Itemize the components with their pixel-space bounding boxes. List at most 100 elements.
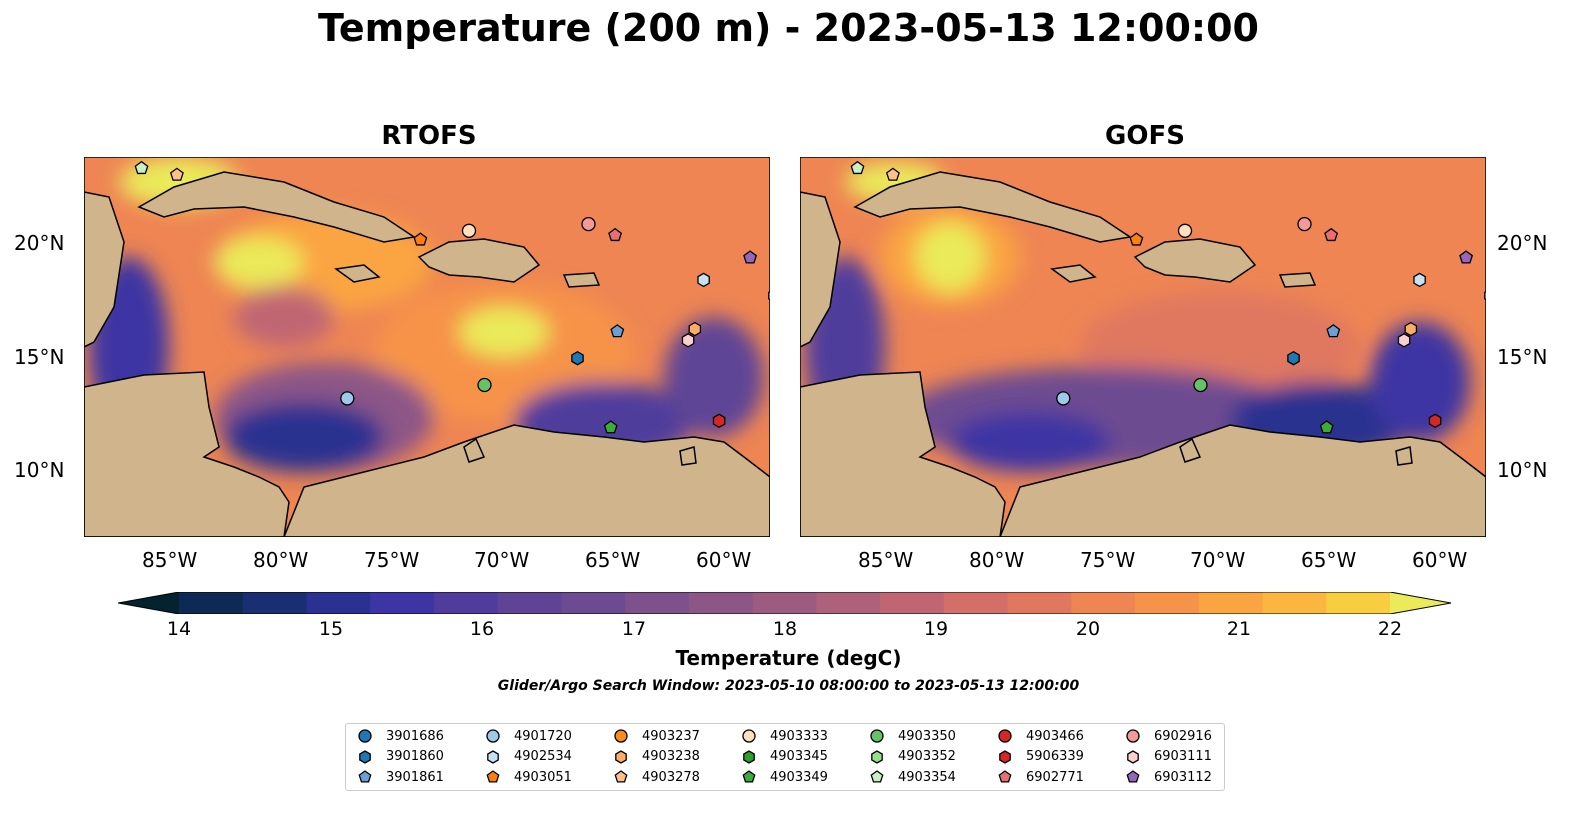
- float-marker-4903238: [688, 321, 702, 337]
- float-marker-4903352: [768, 290, 770, 301]
- colorbar-cell: [1198, 592, 1264, 614]
- float-marker-5906339: [712, 413, 726, 429]
- colorbar-label: Temperature (degC): [675, 646, 902, 670]
- float-marker-6902771: [608, 227, 623, 242]
- float-marker-4903354: [850, 160, 865, 175]
- pentagon-marker-icon: [614, 770, 628, 783]
- legend-label: 4903278: [642, 769, 700, 785]
- legend-label: 6903111: [1154, 749, 1212, 764]
- legend-item-4903333: 4903333: [738, 726, 828, 746]
- colorbar-cell: [1071, 592, 1136, 614]
- pentagon-marker-icon: [742, 770, 756, 783]
- colorbar-tick-label: 14: [166, 618, 192, 640]
- legend-label: 4903352: [898, 749, 956, 764]
- float-marker-4903349: [603, 420, 618, 434]
- float-marker-6903111: [681, 333, 695, 348]
- circle-marker-icon: [742, 729, 756, 743]
- legend-item-6902916: 6902916: [1122, 726, 1212, 746]
- map-panel-rtofs: [84, 157, 770, 537]
- colorbar: [118, 592, 1452, 614]
- circle-marker-icon: [486, 729, 500, 743]
- colorbar-tick-label: 16: [469, 618, 495, 640]
- float-marker-4903333: [461, 223, 477, 238]
- land: [417, 238, 541, 283]
- hexagon-marker-icon: [743, 749, 755, 764]
- lat-tick-label: 20°N: [1497, 231, 1548, 255]
- legend-label: 4903333: [770, 728, 828, 744]
- lat-tick-label: 15°N: [14, 345, 65, 369]
- colorbar-cell: [370, 592, 435, 614]
- float-marker-6903112: [1459, 250, 1474, 264]
- float-marker-3901860: [1287, 350, 1300, 366]
- lon-tick-label: 75°W: [1080, 548, 1136, 572]
- lat-tick-label: 20°N: [14, 231, 65, 255]
- land: [562, 272, 601, 288]
- circle-marker-icon: [998, 729, 1012, 743]
- land: [1050, 264, 1097, 283]
- colorbar-cell: [179, 592, 244, 614]
- lon-tick-label: 60°W: [696, 548, 752, 572]
- lon-tick-label: 85°W: [142, 548, 198, 572]
- float-marker-4903350: [477, 377, 492, 393]
- legend-item-3901860: 3901860: [354, 747, 444, 767]
- hexagon-marker-icon: [359, 749, 371, 764]
- land: [1278, 272, 1317, 288]
- legend-label: 4903466: [1026, 728, 1084, 744]
- colorbar-cell: [880, 592, 945, 614]
- legend-item-4903352: 4903352: [866, 747, 956, 767]
- float-marker-4901720: [1056, 391, 1071, 406]
- lon-tick-label: 65°W: [585, 548, 641, 572]
- land: [137, 171, 416, 243]
- colorbar-cell: [1135, 592, 1200, 614]
- legend-item-6903111: 6903111: [1122, 747, 1212, 767]
- float-marker-4902534: [697, 272, 710, 288]
- pentagon-marker-icon: [1126, 770, 1140, 783]
- float-marker-4903238: [1404, 321, 1418, 337]
- legend-item-4903051: 4903051: [482, 767, 572, 787]
- legend-label: 4903345: [770, 749, 828, 764]
- land: [800, 371, 1006, 537]
- legend-label: 3901861: [386, 769, 444, 785]
- colorbar-cell: [561, 592, 626, 614]
- colorbar-cell: [1262, 592, 1327, 614]
- colorbar-cell: [625, 592, 690, 614]
- land: [1395, 446, 1413, 466]
- float-marker-4903278: [885, 167, 900, 181]
- colorbar-cell: [1007, 592, 1072, 614]
- float-markers: [134, 160, 770, 434]
- panel-title-rtofs: RTOFS: [381, 121, 477, 151]
- map-panel-gofs: [800, 157, 1486, 537]
- legend-label: 3901686: [386, 728, 444, 744]
- float-marker-4903349: [1319, 420, 1334, 434]
- float-marker-6903112: [743, 250, 758, 264]
- legend-item-4903466: 4903466: [994, 726, 1084, 746]
- float-marker-6902916: [581, 216, 596, 232]
- land: [84, 371, 290, 537]
- legend-item-4903238: 4903238: [610, 747, 700, 767]
- colorbar-cell: [816, 592, 881, 614]
- float-marker-6903111: [1397, 333, 1411, 348]
- legend-item-4902534: 4902534: [482, 747, 572, 767]
- colorbar-cell: [433, 592, 499, 614]
- pentagon-marker-icon: [998, 770, 1012, 783]
- lon-tick-label: 80°W: [969, 548, 1025, 572]
- float-marker-6902916: [1297, 216, 1312, 232]
- legend-label: 4903051: [514, 769, 572, 785]
- float-marker-4903051: [413, 232, 428, 246]
- colorbar-cell: [688, 592, 754, 614]
- legend-item-4903349: 4903349: [738, 767, 828, 787]
- panel-title-gofs: GOFS: [1105, 121, 1185, 151]
- legend-item-3901686: 3901686: [354, 726, 444, 746]
- colorbar-cell: [242, 592, 308, 614]
- float-marker-4903333: [1177, 223, 1193, 238]
- legend-label: 4903350: [898, 728, 956, 744]
- legend-label: 6902771: [1026, 769, 1084, 785]
- land: [283, 424, 770, 537]
- circle-marker-icon: [1126, 729, 1140, 743]
- colorbar-tick-label: 20: [1075, 618, 1101, 640]
- lat-tick-label: 10°N: [14, 458, 65, 482]
- lon-tick-label: 85°W: [858, 548, 914, 572]
- search-window-caption: Glider/Argo Search Window: 2023-05-10 08…: [497, 678, 1080, 694]
- legend-label: 5906339: [1026, 749, 1084, 764]
- pentagon-marker-icon: [358, 770, 372, 783]
